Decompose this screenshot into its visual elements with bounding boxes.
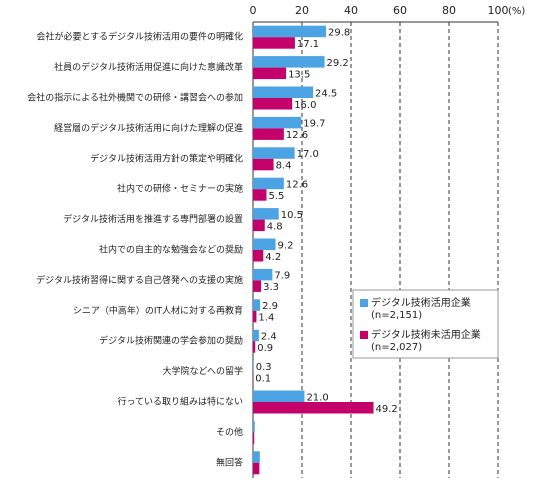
bar xyxy=(253,299,260,311)
bar xyxy=(253,311,256,323)
value-label: 24.5 xyxy=(315,88,337,99)
value-label: 2.4 xyxy=(261,331,277,342)
x-tick-label: 40 xyxy=(344,4,358,17)
bar xyxy=(253,421,255,433)
bar xyxy=(253,280,261,292)
bar xyxy=(253,37,295,49)
value-label: 21.0 xyxy=(306,392,328,403)
bar xyxy=(253,269,272,281)
legend-line: デジタル技術未活用企業 xyxy=(371,328,481,341)
y-tick-label: デジタル技術活用方針の策定や明確化 xyxy=(90,152,243,164)
legend-swatch xyxy=(360,299,368,307)
legend-swatch xyxy=(360,331,368,339)
y-tick-label: デジタル技術活用を推進する専門部署の設置 xyxy=(63,213,243,225)
bar xyxy=(253,178,284,190)
x-tick-label: 80 xyxy=(442,4,456,17)
y-tick-label: 行っている取り組みは特にない xyxy=(117,396,243,408)
value-label: 5.5 xyxy=(268,191,284,202)
bar xyxy=(253,189,266,201)
value-label: 0.9 xyxy=(257,343,273,354)
bar xyxy=(253,26,326,38)
bar xyxy=(253,68,286,80)
value-label: 19.7 xyxy=(303,119,325,130)
value-label: 29.2 xyxy=(327,58,349,69)
value-label: 17.0 xyxy=(297,149,319,160)
value-label: 4.8 xyxy=(267,221,283,232)
bar xyxy=(253,56,325,68)
bar xyxy=(253,451,260,463)
value-label: 16.0 xyxy=(294,100,316,111)
value-label: 0.1 xyxy=(255,373,271,384)
legend-line: デジタル技術活用企業 xyxy=(371,296,471,309)
bar xyxy=(253,98,292,110)
legend-line: (n=2,027) xyxy=(371,342,422,353)
y-tick-label: デジタル技術関連の学会参加の奨励 xyxy=(99,335,243,347)
y-tick-label: 社内での研修・セミナーの実施 xyxy=(117,183,243,195)
bar xyxy=(253,463,259,475)
bar xyxy=(253,159,274,171)
x-tick-label: 100 xyxy=(488,4,509,17)
x-tick-label: 0 xyxy=(250,4,257,17)
value-label: 9.2 xyxy=(278,240,294,251)
value-label: 2.9 xyxy=(262,301,278,312)
bar xyxy=(253,87,313,99)
x-tick-label: 60 xyxy=(393,4,407,17)
legend-line: (n=2,151) xyxy=(371,310,422,321)
bar xyxy=(253,330,259,342)
bar xyxy=(253,432,254,444)
bar xyxy=(253,128,284,140)
y-tick-label: 大学院などへの留学 xyxy=(162,365,243,377)
value-label: 49.2 xyxy=(376,404,398,415)
value-label: 4.2 xyxy=(265,252,281,263)
bar xyxy=(253,391,304,403)
bar xyxy=(253,117,301,128)
y-tick-label: 経営層のデジタル技術活用に向けた理解の促進 xyxy=(54,122,243,134)
value-label: 1.4 xyxy=(258,313,274,324)
value-label: 8.4 xyxy=(276,161,292,172)
value-label: 17.1 xyxy=(297,39,319,50)
bar xyxy=(253,208,279,220)
y-tick-label: 会社が必要とするデジタル技術活用の要件の明確化 xyxy=(36,31,243,43)
value-label: 10.5 xyxy=(281,210,303,221)
bar xyxy=(253,360,254,372)
value-label: 29.8 xyxy=(328,27,350,38)
y-tick-label: 社員のデジタル技術活用促進に向けた意識改革 xyxy=(54,61,243,73)
value-label: 12.6 xyxy=(286,179,308,190)
y-tick-label: 社内での自主的な勉強会などの奨励 xyxy=(99,244,243,256)
bar xyxy=(253,220,265,232)
y-tick-label: 会社の指示による社外機関での研修・講習会への参加 xyxy=(27,92,243,104)
bar xyxy=(253,250,263,262)
value-label: 13.5 xyxy=(288,69,310,80)
bar xyxy=(253,402,374,414)
y-tick-label: 無回答 xyxy=(216,456,243,468)
x-tick-label: 20 xyxy=(295,4,309,17)
x-unit: (%) xyxy=(508,6,525,17)
y-tick-label: その他 xyxy=(216,426,243,438)
value-label: 0.3 xyxy=(256,362,272,373)
value-label: 12.6 xyxy=(286,130,308,141)
value-label: 7.9 xyxy=(274,271,290,282)
y-tick-label: デジタル技術習得に関する自己啓発への支援の実施 xyxy=(36,274,243,286)
value-label: 3.3 xyxy=(263,282,279,293)
bar xyxy=(253,239,276,251)
bar xyxy=(253,341,255,353)
bar xyxy=(253,147,295,159)
y-tick-label: シニア（中高年）のIT人材に対する再教育 xyxy=(73,304,243,316)
